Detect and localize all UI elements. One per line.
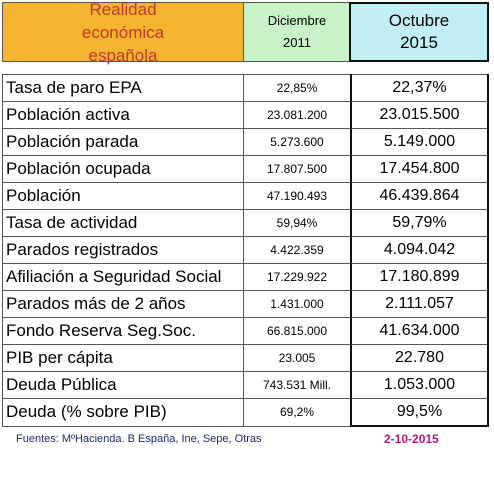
row-label: Tasa de paro EPA (2, 74, 244, 102)
value-2015: 23.015.500 (350, 101, 489, 129)
value-2011: 22,85% (243, 74, 352, 102)
value-2011: 4.422.359 (243, 236, 352, 264)
value-2015: 1.053.000 (350, 371, 489, 399)
row-label: Deuda Pública (2, 371, 244, 399)
table-row: Población ocupada 17.807.500 17.454.800 (2, 155, 489, 183)
value-2011: 17.807.500 (243, 155, 352, 183)
value-2015: 4.094.042 (350, 236, 489, 264)
row-label: Población ocupada (2, 155, 244, 183)
row-label: Población activa (2, 101, 244, 129)
value-2015: 17.454.800 (350, 155, 489, 183)
value-2011: 23.005 (243, 344, 352, 372)
table-row: Parados registrados 4.422.359 4.094.042 (2, 236, 489, 264)
row-label: Deuda (% sobre PIB) (2, 398, 244, 427)
header-col3: Octubre 2015 (349, 2, 489, 62)
table-row: Población 47.190.493 46.439.864 (2, 182, 489, 210)
table-row: Tasa de paro EPA 22,85% 22,37% (2, 74, 489, 102)
row-label: Parados más de 2 años (2, 290, 244, 318)
value-2011: 47.190.493 (243, 182, 352, 210)
value-2015: 5.149.000 (350, 128, 489, 156)
value-2011: 23.081.200 (243, 101, 352, 129)
data-table: Tasa de paro EPA 22,85% 22,37% Población ac… (2, 74, 489, 427)
table-row: Deuda (% sobre PIB) 69,2% 99,5% (2, 398, 489, 427)
date: 2-10-2015 (384, 432, 439, 446)
value-2011: 1.431.000 (243, 290, 352, 318)
table-row: Parados más de 2 años 1.431.000 2.111.057 (2, 290, 489, 318)
header-title: Realidad económica española (2, 0, 244, 65)
row-label: Tasa de actividad (2, 209, 244, 237)
table-row: PIB per cápita 23.005 22.780 (2, 344, 489, 372)
value-2011: 59,94% (243, 209, 352, 237)
table-row: Población activa 23.081.200 23.015.500 (2, 101, 489, 129)
sources: Fuentes: MºHacienda. B España, Ine, Sepe… (16, 433, 262, 445)
value-2015: 59,79% (350, 209, 489, 237)
table-row: Afiliación a Seguridad Social 17.229.922 1… (2, 263, 489, 291)
value-2011: 17.229.922 (243, 263, 352, 291)
value-2015: 22,37% (350, 74, 489, 102)
value-2015: 41.634.000 (350, 317, 489, 345)
value-2015: 2.111.057 (350, 290, 489, 318)
value-2011: 69,2% (243, 398, 352, 427)
row-label: Población (2, 182, 244, 210)
value-2015: 46.439.864 (350, 182, 489, 210)
value-2011: 743.531 Mill. (243, 371, 352, 399)
table-row: Población parada 5.273.600 5.149.000 (2, 128, 489, 156)
value-2015: 17.180.899 (350, 263, 489, 291)
row-label: Fondo Reserva Seg.Soc. (2, 317, 244, 345)
value-2015: 22.780 (350, 344, 489, 372)
value-2015: 99,5% (350, 398, 489, 427)
row-label: Parados registrados (2, 236, 244, 264)
value-2011: 5.273.600 (243, 128, 352, 156)
table-row: Deuda Pública 743.531 Mill. 1.053.000 (2, 371, 489, 399)
value-2011: 66.815.000 (243, 317, 352, 345)
row-label: PIB per cápita (2, 344, 244, 372)
table-row: Fondo Reserva Seg.Soc. 66.815.000 41.634.0… (2, 317, 489, 345)
row-label: Afiliación a Seguridad Social (2, 263, 244, 291)
table-body: Tasa de paro EPA 22,85% 22,37% Población ac… (2, 74, 489, 427)
table-row: Tasa de actividad 59,94% 59,79% (2, 209, 489, 237)
header-col2: Diciembre 2011 (243, 2, 351, 62)
row-label: Población parada (2, 128, 244, 156)
